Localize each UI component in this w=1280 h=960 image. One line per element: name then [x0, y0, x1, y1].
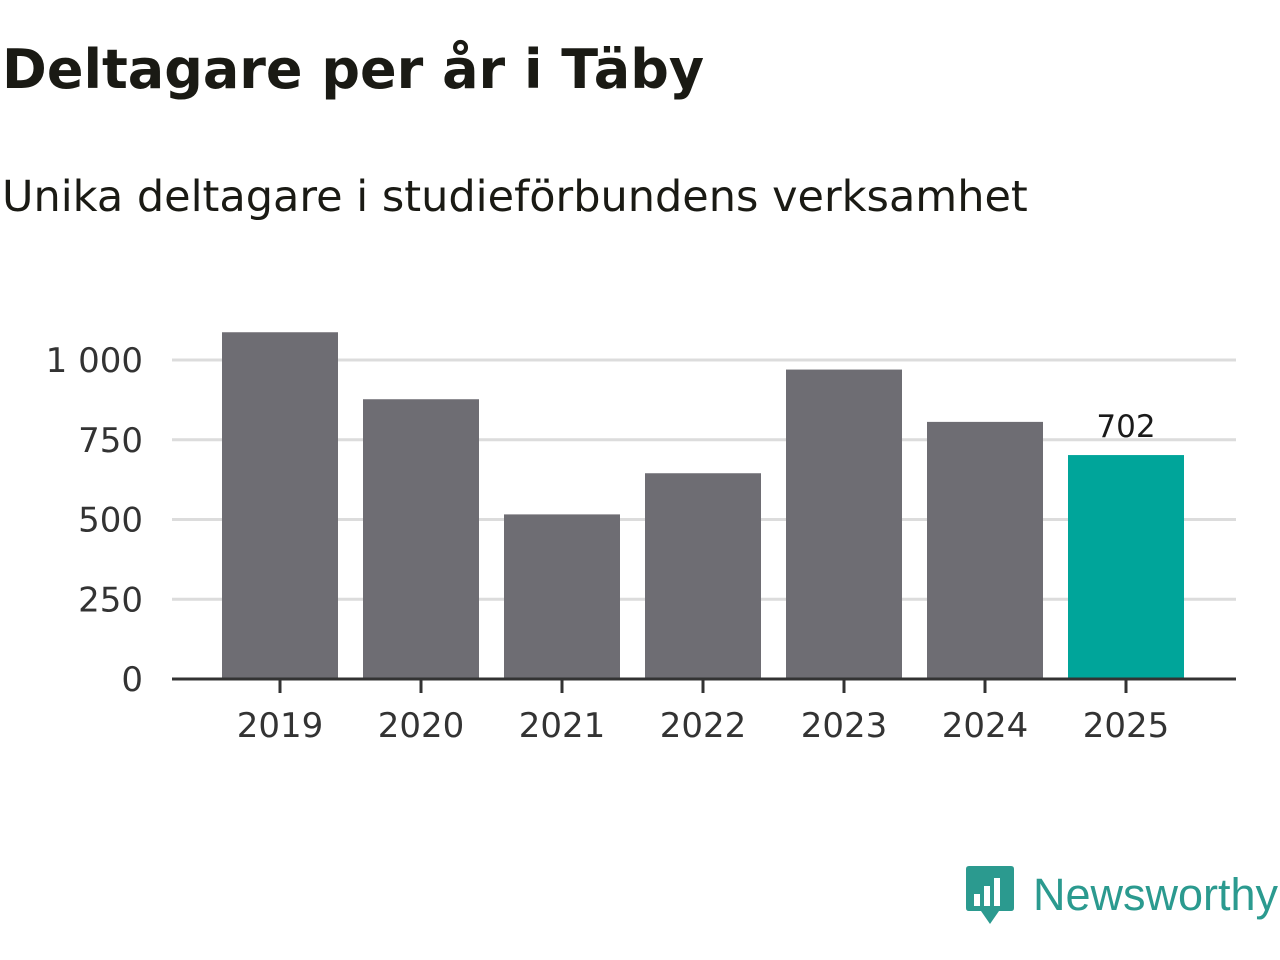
x-axis-labels: 2019 2020 2021 2022 2023 2024 2025 — [237, 706, 1170, 746]
x-tick-label: 2024 — [942, 706, 1029, 746]
x-tick-label: 2022 — [660, 706, 747, 746]
y-tick-label: 250 — [78, 580, 143, 620]
bar-2025 — [1068, 455, 1184, 679]
bar-2019 — [222, 332, 338, 679]
y-tick-label: 0 — [121, 660, 143, 700]
data-labels: 702 — [1096, 409, 1155, 445]
bar-2024 — [927, 421, 1043, 679]
chart-subtitle: Unika deltagare i studieförbundens verks… — [2, 172, 1028, 222]
y-tick-label: 1 000 — [46, 341, 143, 381]
y-tick-label: 500 — [78, 501, 143, 541]
bar-2022 — [645, 473, 761, 679]
bar-2021 — [504, 514, 620, 679]
bar-2020 — [363, 399, 479, 679]
x-tick-label: 2019 — [237, 706, 324, 746]
x-axis — [172, 677, 1236, 693]
x-tick-label: 2025 — [1083, 706, 1170, 746]
bars — [222, 332, 1184, 679]
chart-title: Deltagare per år i Täby — [2, 38, 705, 101]
brand-logo: Newsworthy — [965, 864, 1278, 926]
brand-name: Newsworthy — [1033, 869, 1279, 920]
bar-2023 — [786, 369, 902, 679]
data-label: 702 — [1096, 409, 1155, 445]
y-axis-labels: 0 250 500 750 1 000 — [46, 341, 143, 700]
x-tick-label: 2021 — [519, 706, 606, 746]
x-tick-label: 2020 — [378, 706, 465, 746]
y-tick-label: 750 — [78, 421, 143, 461]
x-tick-label: 2023 — [801, 706, 888, 746]
newsworthy-logo-icon — [966, 866, 1014, 924]
